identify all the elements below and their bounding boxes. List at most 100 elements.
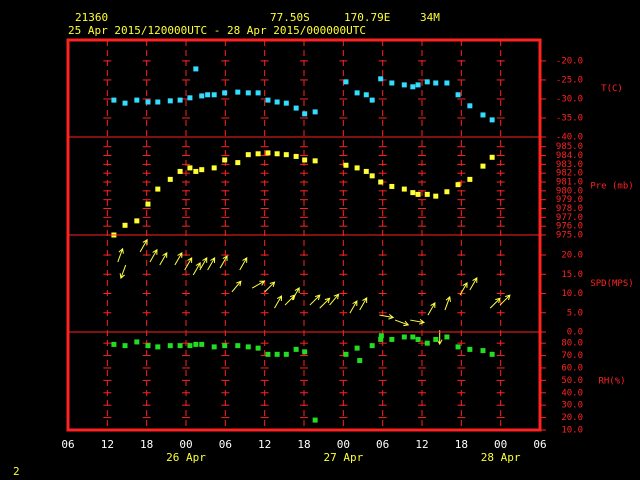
data-point	[302, 157, 308, 163]
data-point	[312, 417, 318, 423]
station-id: 21360	[75, 11, 108, 24]
data-point	[369, 173, 375, 179]
elevation: 34M	[420, 11, 440, 24]
data-point	[274, 99, 280, 105]
data-point	[235, 343, 241, 349]
data-point	[343, 162, 349, 168]
data-point	[389, 183, 395, 189]
wind-arrow	[489, 297, 501, 309]
wind-arrow	[199, 256, 208, 271]
y-tick-label: 0.0	[567, 328, 583, 338]
data-point	[134, 97, 140, 103]
data-point	[187, 165, 193, 171]
data-point	[122, 100, 128, 106]
wind-arrow	[499, 294, 511, 306]
data-point	[480, 112, 486, 118]
data-point	[255, 345, 261, 351]
y-tick-label: 979.0	[556, 195, 583, 205]
y-tick-label: 40.0	[561, 388, 583, 398]
data-point	[255, 90, 261, 96]
x-tick-label: 12	[415, 438, 428, 451]
wind-arrow	[192, 262, 201, 276]
wind-arrow	[469, 277, 478, 291]
x-tick-label: 06	[219, 438, 232, 451]
data-point	[401, 82, 407, 88]
data-point	[363, 168, 369, 174]
data-point	[177, 168, 183, 174]
data-point	[467, 176, 473, 182]
data-point	[424, 340, 430, 346]
wind-arrow	[184, 256, 193, 271]
wind-arrow	[309, 294, 321, 306]
y-tick-label: 984.0	[556, 151, 583, 161]
data-point	[145, 99, 151, 105]
data-point	[283, 100, 289, 106]
x-tick-label: 00	[494, 438, 507, 451]
data-point	[433, 336, 439, 342]
data-point	[245, 90, 251, 96]
y-tick-label: 981.0	[556, 178, 583, 188]
y-tick-label: 982.0	[556, 169, 583, 179]
y-tick-label: 15.0	[561, 270, 583, 280]
y-tick-label: -40.0	[556, 133, 583, 143]
x-tick-label: 00	[337, 438, 350, 451]
wind-arrow	[444, 295, 451, 311]
data-point	[193, 168, 199, 174]
date-label: 26 Apr	[166, 451, 206, 464]
data-point	[167, 343, 173, 349]
data-point	[177, 343, 183, 349]
data-point	[467, 103, 473, 109]
data-point	[410, 190, 416, 196]
x-tick-label: 18	[140, 438, 153, 451]
wind-arrow	[459, 282, 468, 296]
y-tick-label: 10.0	[561, 289, 583, 299]
data-point	[378, 336, 384, 342]
x-tick-label: 00	[179, 438, 192, 451]
wind-arrow	[410, 318, 426, 325]
data-point	[378, 333, 384, 339]
panel-label: SPD(MPS)	[590, 279, 633, 289]
data-point	[389, 80, 395, 86]
data-point	[111, 97, 117, 103]
data-point	[354, 345, 360, 351]
y-tick-label: 30.0	[561, 401, 583, 411]
data-point	[480, 348, 486, 354]
data-point	[145, 343, 151, 349]
data-point	[467, 346, 473, 352]
x-tick-label: 06	[376, 438, 389, 451]
wind-arrow	[251, 280, 266, 289]
data-point	[265, 351, 271, 357]
data-point	[363, 92, 369, 98]
page-number: 2	[13, 465, 20, 478]
data-point	[489, 154, 495, 160]
y-tick-label: 50.0	[561, 376, 583, 386]
wind-arrow	[231, 280, 242, 293]
data-point	[410, 334, 416, 340]
data-point	[205, 92, 211, 98]
y-tick-label: 975.0	[556, 231, 583, 241]
data-point	[265, 150, 271, 156]
plot-frame	[66, 38, 542, 432]
data-point	[312, 109, 318, 115]
data-point	[343, 79, 349, 85]
data-point	[312, 158, 318, 164]
data-point	[134, 218, 140, 224]
date-label: 27 Apr	[323, 451, 363, 464]
data-point	[444, 80, 450, 86]
data-point	[357, 358, 363, 364]
wind-arrow	[149, 248, 158, 263]
data-point	[401, 186, 407, 192]
data-point	[155, 186, 161, 192]
y-tick-label: -30.0	[556, 94, 583, 104]
data-point	[410, 84, 416, 90]
data-point	[187, 343, 193, 349]
data-point	[211, 344, 217, 350]
wind-arrow	[219, 255, 228, 269]
wind-arrow	[174, 251, 183, 266]
x-tick-label: 18	[455, 438, 468, 451]
data-point	[455, 182, 461, 188]
data-point	[444, 189, 450, 195]
y-tick-label: -35.0	[556, 113, 583, 123]
data-point	[155, 344, 161, 350]
